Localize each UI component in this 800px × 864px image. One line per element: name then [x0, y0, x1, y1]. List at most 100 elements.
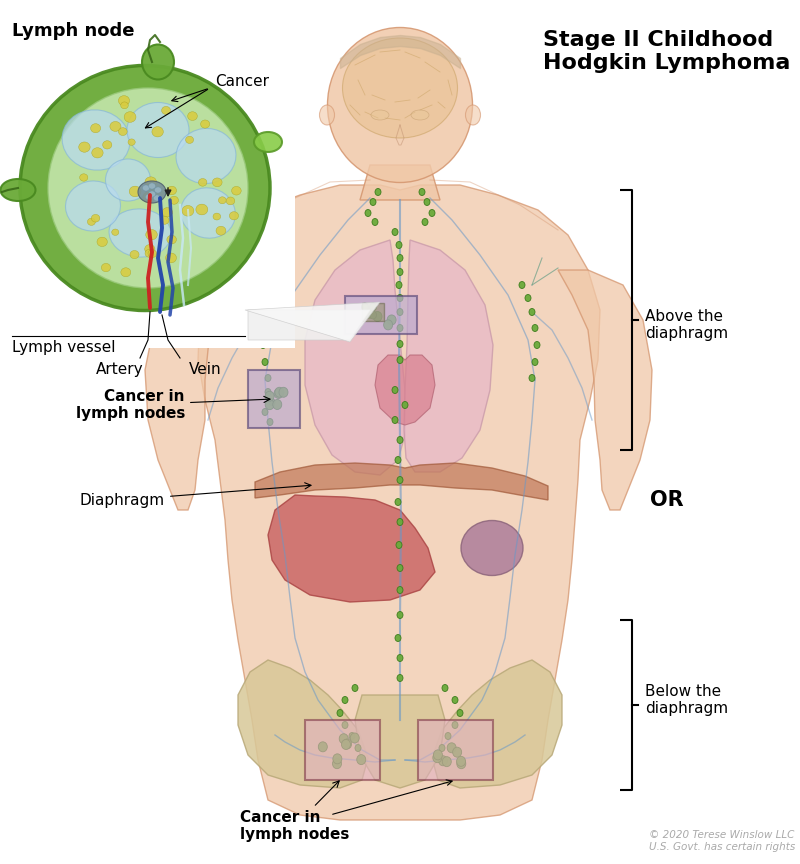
Ellipse shape [121, 102, 128, 109]
Ellipse shape [362, 311, 369, 319]
Ellipse shape [397, 564, 403, 571]
Ellipse shape [339, 734, 348, 744]
Ellipse shape [20, 66, 270, 310]
Ellipse shape [102, 264, 110, 271]
Text: Cancer in
lymph nodes: Cancer in lymph nodes [240, 781, 350, 842]
Polygon shape [198, 185, 600, 820]
Ellipse shape [231, 187, 241, 195]
Ellipse shape [457, 756, 466, 766]
Ellipse shape [434, 750, 442, 759]
Ellipse shape [127, 103, 189, 157]
Ellipse shape [457, 759, 466, 769]
Ellipse shape [342, 740, 350, 749]
Ellipse shape [145, 177, 157, 187]
Ellipse shape [162, 106, 170, 114]
Ellipse shape [154, 187, 162, 193]
Ellipse shape [138, 181, 166, 203]
Text: Lymph node: Lymph node [12, 22, 134, 40]
Ellipse shape [395, 634, 401, 641]
Ellipse shape [453, 747, 462, 757]
Ellipse shape [397, 357, 403, 364]
Ellipse shape [392, 416, 398, 423]
Ellipse shape [424, 199, 430, 206]
Ellipse shape [269, 398, 275, 405]
Ellipse shape [452, 721, 458, 728]
Ellipse shape [106, 159, 150, 201]
Ellipse shape [337, 709, 343, 716]
Ellipse shape [176, 129, 236, 183]
Polygon shape [238, 660, 368, 788]
Text: Vein: Vein [189, 362, 222, 377]
Ellipse shape [355, 745, 361, 752]
Polygon shape [145, 270, 240, 510]
Ellipse shape [372, 219, 378, 226]
Ellipse shape [342, 696, 348, 703]
Ellipse shape [461, 520, 523, 575]
Ellipse shape [365, 209, 371, 217]
Ellipse shape [395, 499, 401, 505]
Ellipse shape [260, 341, 266, 348]
Ellipse shape [349, 733, 355, 740]
Ellipse shape [397, 269, 403, 276]
Ellipse shape [130, 186, 141, 197]
Ellipse shape [445, 733, 451, 740]
Text: Lymph vessel: Lymph vessel [12, 340, 115, 355]
Ellipse shape [265, 308, 271, 315]
Polygon shape [255, 463, 548, 500]
Text: OR: OR [650, 490, 684, 510]
Ellipse shape [532, 325, 538, 332]
Ellipse shape [265, 389, 271, 396]
Ellipse shape [397, 518, 403, 525]
Ellipse shape [110, 122, 121, 131]
Ellipse shape [342, 721, 348, 728]
Polygon shape [558, 270, 652, 510]
Ellipse shape [145, 245, 155, 254]
Text: © 2020 Terese Winslow LLC
U.S. Govt. has certain rights: © 2020 Terese Winslow LLC U.S. Govt. has… [649, 830, 795, 852]
Ellipse shape [212, 178, 222, 187]
Ellipse shape [371, 110, 389, 120]
Ellipse shape [198, 179, 207, 186]
Ellipse shape [149, 191, 155, 197]
Ellipse shape [265, 374, 271, 382]
Ellipse shape [397, 675, 403, 682]
Ellipse shape [124, 111, 136, 123]
Ellipse shape [118, 128, 127, 136]
Ellipse shape [265, 400, 274, 410]
Ellipse shape [395, 456, 401, 463]
Ellipse shape [130, 251, 139, 258]
Polygon shape [248, 310, 370, 340]
Ellipse shape [48, 88, 248, 288]
Ellipse shape [146, 194, 153, 200]
Polygon shape [432, 660, 562, 788]
Polygon shape [245, 302, 380, 342]
Ellipse shape [265, 391, 274, 401]
Text: Diaphragm: Diaphragm [80, 483, 311, 507]
Ellipse shape [275, 387, 284, 397]
Ellipse shape [188, 111, 198, 120]
Ellipse shape [142, 185, 150, 191]
Ellipse shape [128, 139, 135, 145]
Ellipse shape [148, 250, 157, 257]
Ellipse shape [1, 179, 35, 201]
Ellipse shape [160, 216, 169, 225]
Ellipse shape [167, 187, 177, 194]
Ellipse shape [146, 230, 158, 240]
Ellipse shape [213, 213, 221, 220]
Ellipse shape [142, 45, 174, 79]
Ellipse shape [373, 312, 382, 321]
Ellipse shape [166, 253, 177, 263]
Ellipse shape [534, 341, 540, 348]
Ellipse shape [118, 96, 130, 105]
Ellipse shape [397, 436, 403, 443]
Text: Below the
diaphragm: Below the diaphragm [645, 683, 728, 716]
Text: Above the
diaphragm: Above the diaphragm [645, 308, 728, 341]
Ellipse shape [466, 105, 481, 125]
Ellipse shape [397, 655, 403, 662]
Ellipse shape [91, 214, 100, 222]
Ellipse shape [216, 226, 226, 235]
Ellipse shape [352, 684, 358, 691]
Ellipse shape [519, 282, 525, 289]
Ellipse shape [196, 204, 208, 215]
Ellipse shape [230, 212, 238, 219]
Ellipse shape [397, 612, 403, 619]
